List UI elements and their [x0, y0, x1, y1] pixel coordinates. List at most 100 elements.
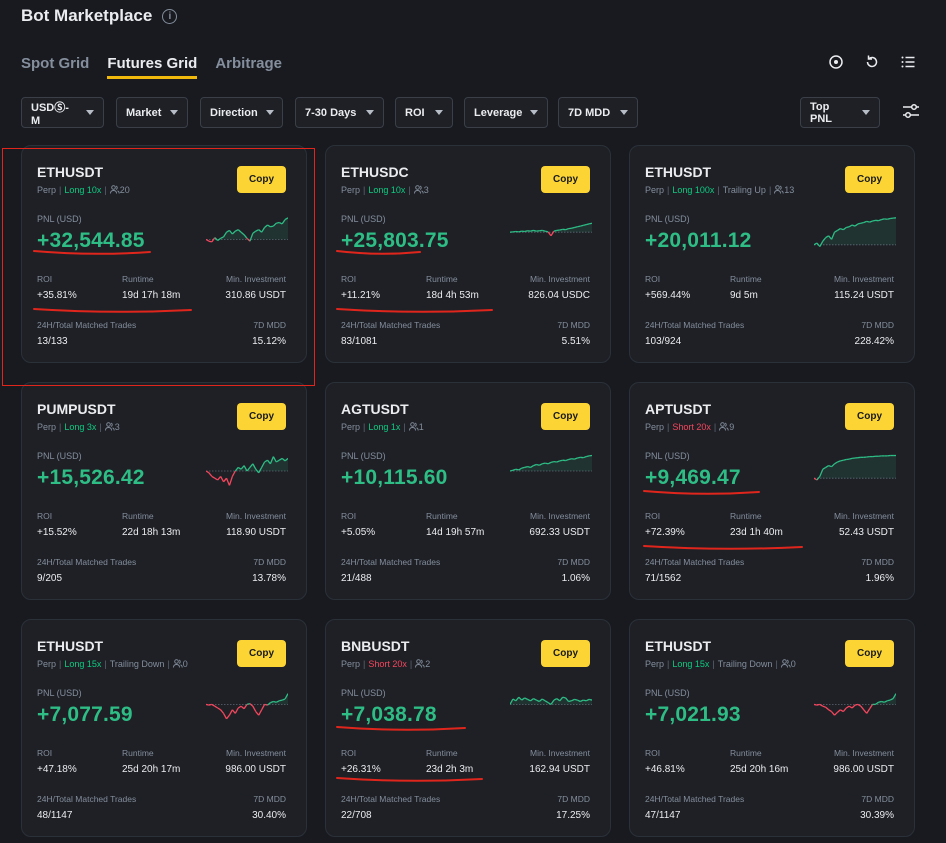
min-investment-label: Min. Investment	[226, 748, 286, 758]
trailing-tag: Trailing Up	[722, 185, 766, 195]
period-dropdown[interactable]: 7-30 Days	[295, 97, 384, 128]
trades-value: 47/1147	[645, 810, 681, 821]
direction-tag: Long 15x	[672, 659, 710, 669]
card-meta: Perp | Long 10x | 3	[341, 185, 429, 195]
sparkline-segment	[550, 230, 555, 237]
sparkline-segment	[276, 221, 280, 224]
sparkline-segment	[822, 466, 827, 470]
bot-card[interactable]: ETHUSDT Perp | Long 15x | Trailing Down | …	[629, 619, 915, 837]
sparkline-segment	[225, 714, 230, 720]
sparkline-area	[814, 455, 896, 479]
tab-futures-grid[interactable]: Futures Grid	[107, 55, 198, 79]
sparkline-segment	[278, 221, 283, 225]
roi-value: +11.21%	[341, 290, 381, 301]
sparkline-segment	[547, 461, 552, 465]
mdd-dropdown[interactable]: 7D MDD	[558, 97, 638, 128]
card-meta: Perp | Long 15x | Trailing Down | 0	[645, 659, 796, 669]
sparkline-segment	[211, 703, 216, 707]
tab-arbitrage[interactable]: Arbitrage	[215, 55, 283, 72]
info-icon[interactable]: i	[162, 8, 178, 24]
copy-button[interactable]: Copy	[237, 640, 286, 667]
bot-card[interactable]: AGTUSDT Perp | Long 1x | 1 Copy PNL (USD)…	[325, 382, 611, 600]
sparkline-segment	[515, 468, 519, 471]
copy-button[interactable]: Copy	[541, 640, 590, 667]
runtime-label: Runtime	[122, 511, 154, 521]
sparkline-segment	[512, 468, 517, 471]
min-investment-value: 986.00 USDT	[833, 764, 894, 775]
copy-button[interactable]: Copy	[237, 166, 286, 193]
sparkline-segment	[872, 219, 876, 222]
sparkline-segment	[559, 459, 563, 462]
sparkline-segment	[588, 698, 592, 701]
filter-bar: USDⓈ-M Market Direction 7-30 Days ROI Le…	[21, 97, 921, 129]
roi-dropdown[interactable]: ROI	[395, 97, 453, 128]
tab-spot-grid[interactable]: Spot Grid	[21, 55, 90, 72]
sparkline-segment	[860, 705, 865, 711]
sparkline-segment	[883, 700, 888, 703]
filter-settings-icon[interactable]	[901, 101, 921, 121]
copiers-count: 9	[729, 422, 735, 432]
runtime-value: 9d 5m	[730, 290, 758, 301]
copy-button[interactable]: Copy	[845, 640, 894, 667]
bot-card[interactable]: ETHUSDT Perp | Long 10x | 20 Copy PNL (US…	[21, 145, 307, 363]
pnl-sparkline	[814, 454, 896, 481]
target-icon[interactable]	[828, 54, 844, 70]
market-dropdown[interactable]: Market	[116, 97, 188, 128]
copy-button[interactable]: Copy	[541, 403, 590, 430]
sparkline-segment	[536, 463, 540, 466]
direction-dropdown[interactable]: Direction	[200, 97, 283, 128]
pnl-value: +25,803.75	[341, 229, 449, 252]
chevron-down-icon	[530, 110, 539, 115]
sparkline-segment	[223, 477, 228, 483]
sparkline-segment	[240, 231, 245, 236]
sparkline-segment	[220, 709, 225, 714]
sparkline-segment	[544, 230, 549, 233]
sparkline-segment	[837, 709, 841, 713]
bot-card[interactable]: APTUSDT Perp | Short 20x | 9 Copy PNL (US…	[629, 382, 915, 600]
list-icon[interactable]	[900, 54, 916, 70]
sparkline-area	[510, 697, 592, 705]
perp-tag: Perp	[645, 422, 665, 432]
bot-card[interactable]: ETHUSDT Perp | Long 15x | Trailing Down | …	[21, 619, 307, 837]
sparkline-segment	[822, 237, 827, 242]
copy-button[interactable]: Copy	[237, 403, 286, 430]
copy-button[interactable]: Copy	[541, 166, 590, 193]
trades-value: 13/133	[37, 336, 68, 347]
roi-label: ROI	[37, 274, 53, 284]
bot-card[interactable]: BNBUSDT Perp | Short 20x | 2 Copy PNL (US…	[325, 619, 611, 837]
sort-dropdown[interactable]: Top PNL	[800, 97, 880, 128]
sparkline-segment	[217, 475, 222, 481]
sparkline-segment	[228, 476, 233, 486]
sparkline-segment	[881, 700, 885, 703]
runtime-value: 18d 4h 53m	[426, 290, 479, 301]
refresh-icon[interactable]	[864, 54, 880, 70]
sparkline-segment	[533, 463, 537, 467]
copiers-count: 3	[423, 185, 429, 195]
sparkline-segment	[571, 698, 575, 702]
sparkline-segment	[258, 709, 263, 716]
copy-button[interactable]: Copy	[845, 166, 894, 193]
leverage-dropdown[interactable]: Leverage	[464, 97, 548, 128]
sparkline-segment	[530, 465, 534, 468]
direction-label: Direction	[210, 106, 258, 119]
sparkline-segment	[249, 233, 254, 242]
sparkline-segment	[524, 466, 528, 469]
sparkline-segment	[887, 217, 891, 220]
sparkline-segment	[851, 704, 856, 709]
direction-tag: Long 3x	[64, 422, 97, 432]
sparkline-segment	[574, 226, 578, 229]
roi-value: +5.05%	[341, 527, 376, 538]
sparkline-segment	[243, 704, 248, 710]
sparkline-segment	[255, 229, 260, 232]
bot-card[interactable]: ETHUSDT Perp | Long 100x | Trailing Up | 1…	[629, 145, 915, 363]
sparkline-segment	[237, 466, 242, 470]
sparkline-segment	[284, 693, 288, 700]
copy-button[interactable]: Copy	[845, 403, 894, 430]
sparkline-segment	[220, 476, 225, 483]
bot-card[interactable]: ETHUSDC Perp | Long 10x | 3 Copy PNL (USD…	[325, 145, 611, 363]
sparkline-segment	[863, 220, 867, 224]
market-type-dropdown[interactable]: USDⓈ-M	[21, 97, 104, 128]
sparkline-segment	[834, 461, 838, 465]
sparkline-segment	[866, 708, 871, 714]
bot-card[interactable]: PUMPUSDT Perp | Long 3x | 3 Copy PNL (USD…	[21, 382, 307, 600]
